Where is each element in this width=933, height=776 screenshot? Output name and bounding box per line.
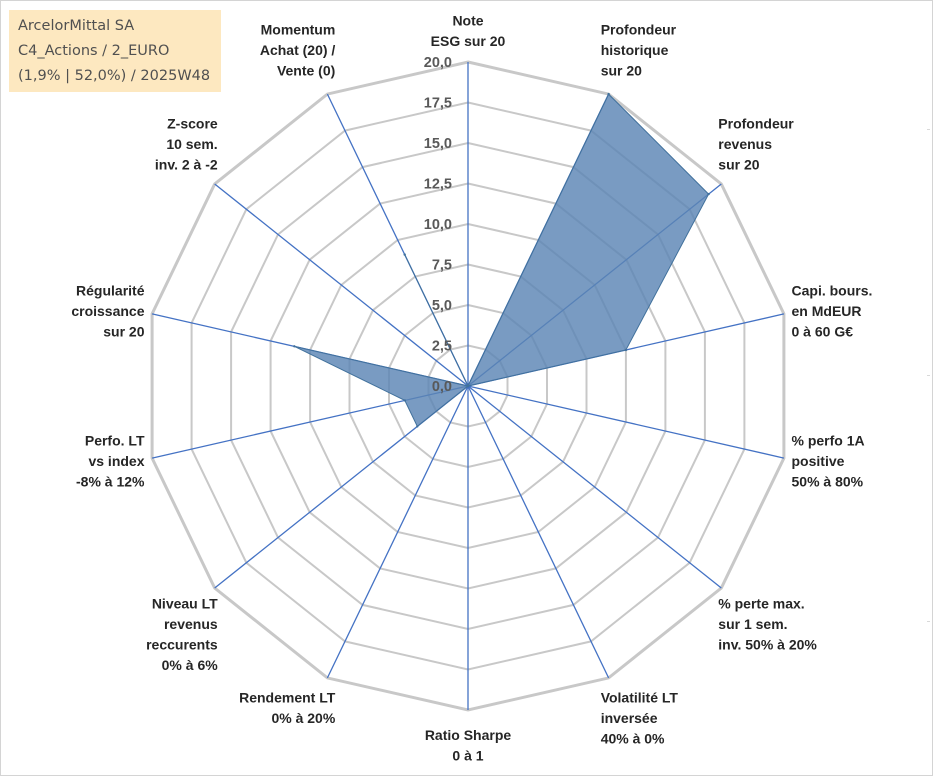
tick-label: 10,0 [424,217,452,233]
tick-label: 7,5 [432,258,452,274]
category-label-line: Perfo. LT [85,433,145,449]
data-point [416,425,419,428]
category-label-line: 40% à 0% [601,731,665,747]
category-label-line: inv. 50% à 20% [718,637,817,653]
tick-label: 2,5 [432,339,452,355]
tick-label: 5,0 [432,298,452,314]
series-polygon [294,93,710,428]
category-label-line: Régularité [76,282,145,298]
category-label-line: sur 20 [601,63,642,79]
category-label-line: sur 20 [103,323,144,339]
category-label-line: Rendement LT [239,690,336,706]
category-label-line: Profondeur [601,22,677,38]
category-label-line: 10 sem. [166,136,217,152]
category-label-line: 0% à 6% [162,657,219,673]
axis-spoke [467,385,722,589]
category-label-line: Volatilité LT [601,690,679,706]
category-label-line: positive [792,453,845,469]
category-label-line: inversée [601,710,658,726]
category-label: Perfo. LT vs index -8% à 12% [76,433,145,490]
category-label-line: 50% à 80% [792,474,864,490]
axis-spoke [467,385,785,459]
category-label-line: croissance [71,303,144,319]
stock-category: C4_Actions / 2_EURO [18,43,170,59]
category-label-line: % perfo 1A [792,433,865,449]
category-label: Niveau LT revenus reccurents 0% à 6% [146,596,218,674]
tick-label: 17,5 [424,96,452,112]
category-label-line: 0 à 60 G€ [792,323,854,339]
category-label-line: reccurents [146,637,218,653]
category-label-line: % perte max. [718,596,804,612]
category-label-line: Achat (20) / [260,42,336,58]
category-label: Profondeur historique sur 20 [601,22,677,79]
category-label-line: Vente (0) [277,63,335,79]
data-point [293,345,296,348]
category-label-line: Capi. bours. [792,282,873,298]
category-label-line: Niveau LT [152,596,218,612]
edge-mark [927,129,930,130]
category-label-line: sur 1 sem. [718,616,787,632]
data-point [403,253,406,256]
category-label-line: 0 à 1 [452,748,483,764]
axis-spoke [467,385,610,679]
category-label-line: 0% à 20% [271,710,335,726]
category-label-line: en MdEUR [792,303,862,319]
category-label-line: vs index [88,453,144,469]
category-label-line: sur 20 [718,156,759,172]
category-label: Régularité croissance sur 20 [71,282,144,339]
series-area [293,92,710,428]
category-label-line: ESG sur 20 [431,33,506,49]
data-point [403,399,406,402]
category-label-line: Z-score [167,115,218,131]
data-point [607,92,610,96]
category-label: Z-score 10 sem. inv. 2 à -2 [155,115,218,172]
edge-mark [927,621,930,622]
tick-label: 12,5 [424,177,452,193]
category-label: % perfo 1A positive 50% à 80% [792,433,865,490]
category-label: Momentum Achat (20) / Vente (0) [260,22,336,79]
axis-spoke [326,385,469,679]
data-point [624,348,628,352]
tick-label: 20,0 [424,55,452,71]
data-point [466,384,470,388]
category-label: Note ESG sur 20 [431,13,506,50]
category-label: Profondeur revenus sur 20 [718,115,794,172]
stock-info-box: ArcelorMittal SA C4_Actions / 2_EURO (1,… [9,10,221,92]
tick-label: 15,0 [424,136,452,152]
stock-stats: (1,9% | 52,0%) / 2025W48 [18,68,211,84]
category-label-line: revenus [164,616,218,632]
edge-mark [927,375,930,376]
category-label-line: inv. 2 à -2 [155,156,218,172]
category-label-line: -8% à 12% [76,474,145,490]
category-label-line: Ratio Sharpe [425,727,512,743]
stock-name: ArcelorMittal SA [18,18,135,34]
radial-tick-labels: 0,0 2,5 5,0 7,5 10,0 12,5 15,0 17,5 20,0 [424,55,452,395]
category-label: Volatilité LT inversée 40% à 0% [601,690,679,747]
category-labels: Note ESG sur 20 Profondeur historique sur 20… [71,13,872,764]
tick-label: 0,0 [432,379,452,395]
category-label-line: historique [601,42,669,58]
category-label-line: revenus [718,136,772,152]
category-label: Capi. bours. en MdEUR 0 à 60 G€ [792,282,873,339]
category-label: Rendement LT 0% à 20% [239,690,336,727]
category-label: Ratio Sharpe 0 à 1 [425,727,512,764]
category-label-line: Momentum [261,22,336,38]
category-label-line: Profondeur [718,115,794,131]
category-label-line: Note [452,13,483,29]
data-point [707,192,710,196]
category-label: % perte max. sur 1 sem. inv. 50% à 20% [718,596,817,653]
axis-spoke [214,183,469,387]
